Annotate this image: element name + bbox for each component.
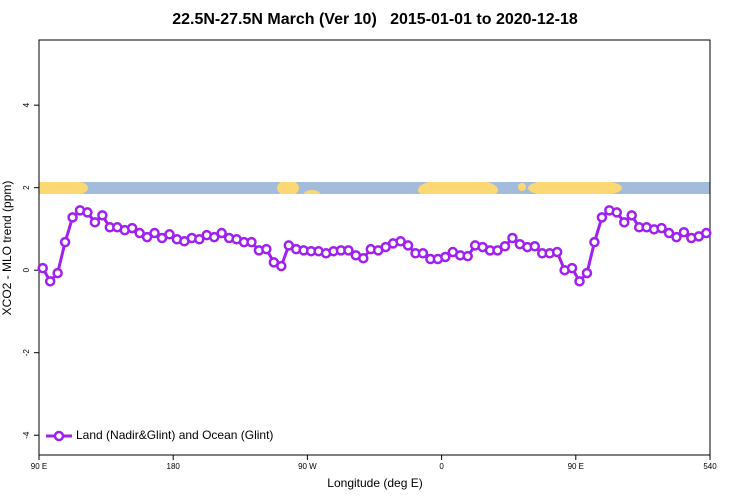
chart-title: 22.5N-27.5N March (Ver 10) 2015-01-01 to… xyxy=(172,11,578,28)
data-point xyxy=(671,231,682,243)
legend-marker xyxy=(53,430,65,442)
data-point xyxy=(611,207,623,218)
data-point xyxy=(626,210,637,221)
x-tick-label: 90 W xyxy=(298,462,317,471)
data-point xyxy=(216,227,227,239)
data-point xyxy=(126,222,138,234)
plot-frame xyxy=(38,39,711,456)
data-point xyxy=(589,236,600,248)
data-point xyxy=(701,227,712,239)
y-tick-label: 2 xyxy=(22,185,31,190)
x-tick-label: 180 xyxy=(167,462,181,471)
data-point xyxy=(507,232,518,244)
data-point xyxy=(663,227,675,239)
y-tick-label: 0 xyxy=(22,267,31,272)
data-point xyxy=(149,227,160,239)
x-axis-label: Longitude (deg E) xyxy=(327,476,422,490)
x-tick-label: 90 E xyxy=(31,462,47,471)
x-tick-label: 540 xyxy=(703,462,717,471)
data-point xyxy=(499,241,511,252)
data-point xyxy=(619,217,630,228)
data-point xyxy=(343,245,354,256)
data-point xyxy=(44,276,56,287)
y-tick-label: -2 xyxy=(22,349,31,357)
data-point xyxy=(59,236,71,248)
data-point xyxy=(596,212,608,223)
data-point xyxy=(574,276,585,287)
x-tick-label: 90 E xyxy=(568,462,584,471)
data-point xyxy=(67,212,78,223)
data-point xyxy=(678,226,690,238)
data-point xyxy=(97,210,108,221)
data-point xyxy=(276,260,287,272)
data-point xyxy=(440,251,451,263)
data-point xyxy=(89,217,101,228)
y-axis-label: XCO2 - MLO trend (ppm) xyxy=(0,181,14,316)
data-point xyxy=(395,236,406,247)
data-point xyxy=(462,250,473,262)
data-point xyxy=(141,231,153,243)
data-point xyxy=(194,233,205,245)
data-point xyxy=(656,222,667,234)
data-point xyxy=(164,229,175,240)
x-tick-label: 0 xyxy=(439,462,444,471)
data-point xyxy=(358,252,369,264)
data-point xyxy=(37,262,48,274)
data-point xyxy=(581,267,593,279)
data-point xyxy=(134,227,145,239)
data-point xyxy=(246,236,257,248)
data-point xyxy=(566,262,578,274)
y-tick-label: -4 xyxy=(22,431,31,439)
data-point xyxy=(52,267,63,279)
data-point xyxy=(417,248,429,259)
data-point xyxy=(402,240,414,251)
data-point xyxy=(492,245,503,256)
data-point xyxy=(82,207,93,218)
data-point xyxy=(529,241,541,252)
data-point xyxy=(261,243,272,255)
data-point xyxy=(551,246,563,258)
data-point xyxy=(208,231,220,243)
map-strip xyxy=(39,182,710,194)
y-tick-label: 4 xyxy=(22,102,31,107)
legend-label: Land (Nadir&Glint) and Ocean (Glint) xyxy=(76,428,273,442)
